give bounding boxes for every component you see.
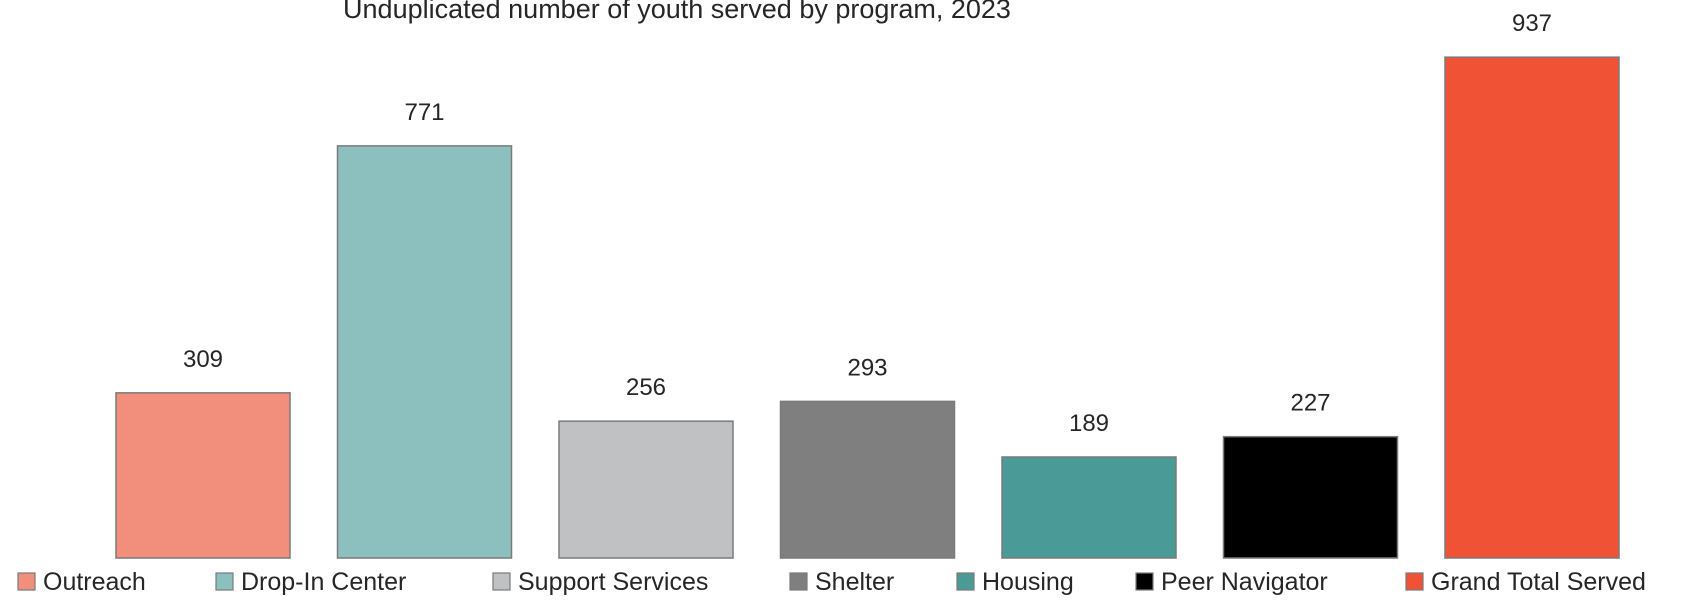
bar-shelter (779, 400, 956, 559)
data-label-grand-total-served: 937 (1512, 10, 1552, 37)
data-label-housing: 189 (1069, 410, 1109, 437)
bar-drop-in-center (336, 145, 513, 559)
legend: Outreach Drop-In Center Support Services Sh… (17, 568, 1646, 596)
data-labels-group: 309 771 256 293 189 227 937 (183, 10, 1552, 437)
data-label-outreach: 309 (183, 346, 223, 373)
legend-label: Grand Total Served (1431, 568, 1646, 596)
bar-outreach (115, 392, 291, 559)
bar-housing (1001, 456, 1177, 559)
data-label-peer-navigator: 227 (1290, 390, 1330, 417)
legend-swatch (492, 572, 511, 591)
legend-item-outreach: Outreach (17, 568, 146, 596)
legend-label: Peer Navigator (1161, 568, 1328, 596)
data-label-drop-in-center: 771 (404, 99, 444, 126)
legend-item-drop-in-center: Drop-In Center (215, 568, 406, 596)
legend-label: Drop-In Center (241, 568, 406, 596)
bar-grand-total-served (1444, 56, 1620, 559)
legend-swatch (1135, 572, 1154, 591)
legend-label: Outreach (43, 568, 146, 596)
legend-swatch (789, 572, 808, 591)
chart-title: Unduplicated number of youth served by p… (343, 0, 1011, 24)
legend-swatch (17, 572, 36, 591)
bar-peer-navigator (1222, 435, 1399, 559)
data-label-shelter: 293 (847, 354, 887, 381)
legend-swatch (215, 572, 234, 591)
legend-item-grand-total-served: Grand Total Served (1405, 568, 1646, 596)
bars-group (115, 56, 1620, 559)
legend-item-peer-navigator: Peer Navigator (1135, 568, 1328, 596)
legend-label: Support Services (518, 568, 708, 596)
legend-item-housing: Housing (956, 568, 1074, 596)
legend-label: Housing (982, 568, 1074, 596)
legend-swatch (956, 572, 975, 591)
legend-label: Shelter (815, 568, 894, 596)
bar-support-services (558, 420, 734, 559)
legend-item-shelter: Shelter (789, 568, 894, 596)
data-label-support-services: 256 (626, 374, 666, 401)
legend-item-support-services: Support Services (492, 568, 708, 596)
legend-swatch (1405, 572, 1424, 591)
